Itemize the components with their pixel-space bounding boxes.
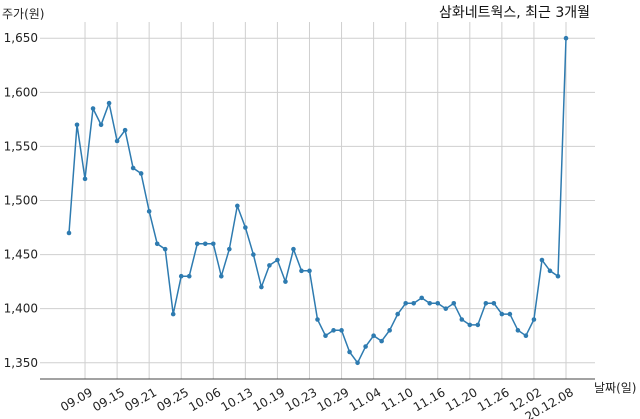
y-tick-label: 1,500 — [4, 194, 38, 208]
chart-title: 삼화네트웍스, 최근 3개월 — [439, 5, 590, 21]
data-point — [475, 322, 481, 328]
data-point — [267, 263, 272, 268]
data-point — [443, 306, 449, 311]
y-gridlines — [40, 37, 595, 364]
y-tick-label: 1,400 — [4, 302, 38, 316]
data-point — [539, 257, 545, 263]
data-point — [170, 311, 176, 317]
data-point — [427, 300, 433, 306]
data-point — [114, 138, 120, 144]
data-point — [194, 241, 200, 247]
data-point — [106, 100, 112, 106]
data-point — [323, 333, 328, 339]
data-point — [411, 300, 416, 306]
data-point — [251, 252, 256, 257]
x-axis-label: 날짜(일) — [594, 381, 636, 395]
price-points — [66, 35, 569, 366]
data-point — [82, 176, 88, 182]
x-tick-label: 11.26 — [475, 385, 512, 414]
x-tick-label: 09.21 — [122, 385, 159, 414]
data-point — [138, 171, 144, 176]
data-point — [146, 209, 152, 214]
data-point — [162, 246, 168, 252]
data-point — [547, 268, 553, 274]
data-point — [387, 328, 392, 333]
data-point — [459, 317, 465, 322]
x-tick-label: 11.10 — [379, 385, 416, 414]
x-tick-label: 10.29 — [315, 385, 352, 414]
data-point — [66, 230, 72, 236]
data-point — [451, 300, 457, 306]
data-point — [186, 273, 192, 279]
data-point — [395, 311, 400, 317]
data-point — [122, 127, 128, 133]
data-point — [98, 122, 104, 128]
x-tick-label: 10.06 — [186, 385, 223, 414]
x-tick-label: 11.16 — [411, 385, 448, 414]
data-point — [291, 246, 296, 252]
data-point — [523, 333, 529, 339]
data-point — [227, 246, 232, 252]
data-point — [275, 257, 280, 263]
x-tick-labels: 09.0909.1509.2109.2510.0610.1310.1910.23… — [58, 385, 576, 419]
x-tick-label: 10.19 — [251, 385, 288, 414]
data-point — [210, 241, 216, 247]
x-tick-label: 11.04 — [347, 385, 384, 414]
data-point — [130, 165, 136, 171]
data-point — [154, 241, 160, 247]
data-point — [355, 360, 360, 366]
data-point — [555, 273, 561, 279]
data-point — [371, 333, 376, 339]
data-point — [363, 344, 368, 349]
x-tick-label: 10.23 — [283, 385, 320, 414]
data-point — [491, 300, 497, 306]
data-point — [347, 349, 352, 355]
data-point — [563, 35, 569, 41]
data-point — [74, 122, 80, 128]
data-point — [419, 295, 425, 301]
data-point — [202, 241, 208, 247]
data-point — [483, 300, 489, 306]
data-point — [339, 328, 344, 333]
data-point — [515, 328, 521, 333]
x-tick-label: 11.20 — [443, 385, 480, 414]
data-point — [499, 311, 505, 317]
data-point — [90, 106, 96, 111]
y-tick-labels: 1,350 1,400 1,450 1,500 1,550 1,600 1,650 — [4, 31, 38, 370]
x-tick-label: 09.09 — [58, 385, 95, 414]
y-tick-label: 1,550 — [4, 139, 38, 153]
y-axis-label: 주가(원) — [2, 7, 44, 21]
data-point — [403, 300, 408, 306]
data-point — [531, 317, 537, 322]
data-point — [507, 311, 513, 317]
data-point — [178, 273, 184, 279]
data-point — [435, 300, 441, 306]
data-point — [307, 268, 312, 274]
data-point — [379, 338, 384, 344]
x-tick-label: 10.13 — [218, 385, 255, 414]
x-tick-label: 09.25 — [154, 385, 191, 414]
data-point — [235, 203, 240, 209]
data-point — [467, 322, 473, 328]
data-point — [259, 284, 264, 290]
y-tick-label: 1,650 — [4, 31, 38, 45]
data-point — [243, 225, 248, 230]
y-tick-label: 1,450 — [4, 248, 38, 262]
data-point — [219, 273, 224, 279]
y-tick-label: 1,350 — [4, 356, 38, 370]
data-point — [299, 268, 304, 274]
data-point — [283, 279, 288, 284]
data-point — [331, 328, 336, 333]
y-tick-label: 1,600 — [4, 85, 38, 99]
x-tick-label: 09.15 — [90, 385, 127, 414]
data-point — [315, 317, 320, 322]
